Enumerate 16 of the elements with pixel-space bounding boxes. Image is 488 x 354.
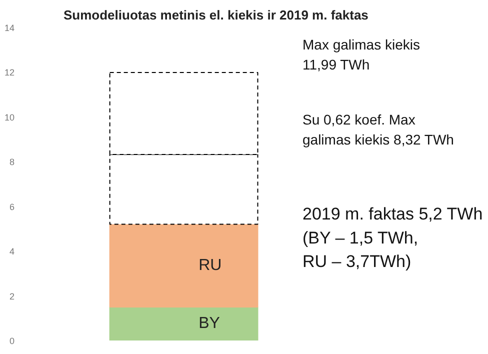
y-tick-label: 0: [9, 336, 15, 346]
series-label: BY: [198, 315, 220, 332]
y-tick-label: 6: [9, 202, 15, 212]
y-tick-label: 14: [4, 23, 15, 33]
bar: [109, 306, 258, 340]
bar: [109, 224, 258, 308]
y-tick-label: 10: [4, 112, 15, 122]
text: 2019 m. faktas 5,2 TWh (BY – 1,5 TWh, RU – 3,7TWh): [302, 204, 483, 271]
y-tick-label: 12: [4, 68, 15, 78]
text: Su 0,62 koef. Max galimas kiekis 8,32 TWh: [302, 112, 454, 148]
y-tick-label: 8: [9, 157, 15, 168]
y-tick-label: 4: [9, 246, 15, 257]
series-label: RU: [198, 257, 222, 274]
y-tick-label: 2: [9, 291, 15, 302]
text: Max galimas kiekis 11,99 TWh: [302, 36, 420, 72]
chart-title: Sumodeliuotas metinis el. kiekis ir 2019 m. faktas: [64, 8, 368, 22]
